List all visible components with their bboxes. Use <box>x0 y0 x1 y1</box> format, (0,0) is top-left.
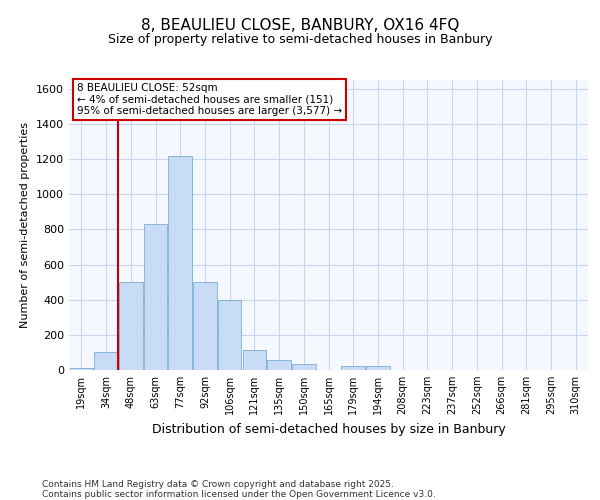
Bar <box>268 360 291 370</box>
Bar <box>292 364 316 370</box>
Y-axis label: Number of semi-detached properties: Number of semi-detached properties <box>20 122 31 328</box>
Bar <box>218 300 241 370</box>
Bar <box>193 282 217 370</box>
Bar <box>70 368 93 370</box>
Text: 8 BEAULIEU CLOSE: 52sqm
← 4% of semi-detached houses are smaller (151)
95% of se: 8 BEAULIEU CLOSE: 52sqm ← 4% of semi-det… <box>77 83 342 116</box>
Bar <box>341 366 365 370</box>
Bar <box>366 366 389 370</box>
Text: Contains HM Land Registry data © Crown copyright and database right 2025.
Contai: Contains HM Land Registry data © Crown c… <box>42 480 436 500</box>
Bar <box>144 224 167 370</box>
Bar <box>169 156 192 370</box>
Text: Size of property relative to semi-detached houses in Banbury: Size of property relative to semi-detach… <box>108 32 492 46</box>
X-axis label: Distribution of semi-detached houses by size in Banbury: Distribution of semi-detached houses by … <box>152 422 505 436</box>
Text: 8, BEAULIEU CLOSE, BANBURY, OX16 4FQ: 8, BEAULIEU CLOSE, BANBURY, OX16 4FQ <box>141 18 459 32</box>
Bar <box>242 350 266 370</box>
Bar <box>119 282 143 370</box>
Bar <box>94 352 118 370</box>
